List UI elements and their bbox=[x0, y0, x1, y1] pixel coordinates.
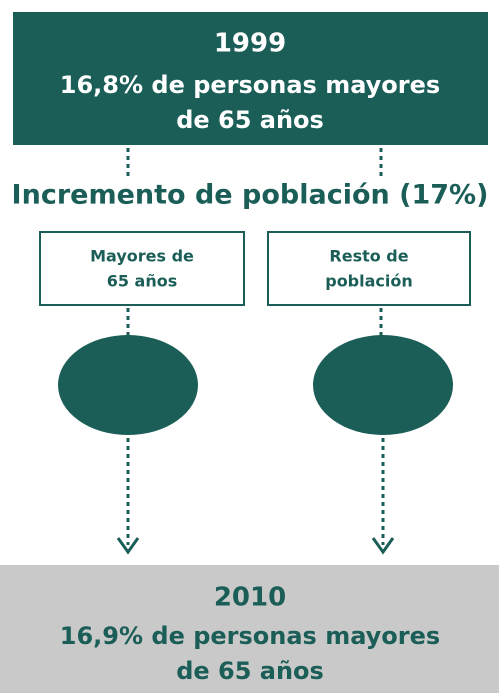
arrowhead bbox=[371, 537, 395, 555]
top-year: 1999 bbox=[214, 29, 286, 59]
node-label: Resto de bbox=[329, 247, 408, 266]
node-box bbox=[39, 231, 245, 306]
node-box bbox=[267, 231, 471, 306]
node-label: población bbox=[325, 272, 413, 291]
top-box bbox=[13, 12, 488, 145]
bottom-line: de 65 años bbox=[176, 657, 324, 685]
top-line: 16,8% de personas mayores bbox=[60, 71, 440, 99]
node-label: Mayores de bbox=[90, 247, 194, 266]
bottom-year: 2010 bbox=[214, 583, 286, 613]
node-label: 65 años bbox=[107, 272, 178, 291]
arrowhead bbox=[116, 537, 140, 555]
heading: Incremento de población (17%) bbox=[12, 180, 489, 211]
bottom-box bbox=[0, 565, 499, 693]
ellipse bbox=[313, 335, 453, 435]
top-line: de 65 años bbox=[176, 106, 324, 134]
ellipse bbox=[58, 335, 198, 435]
bottom-line: 16,9% de personas mayores bbox=[60, 622, 440, 650]
